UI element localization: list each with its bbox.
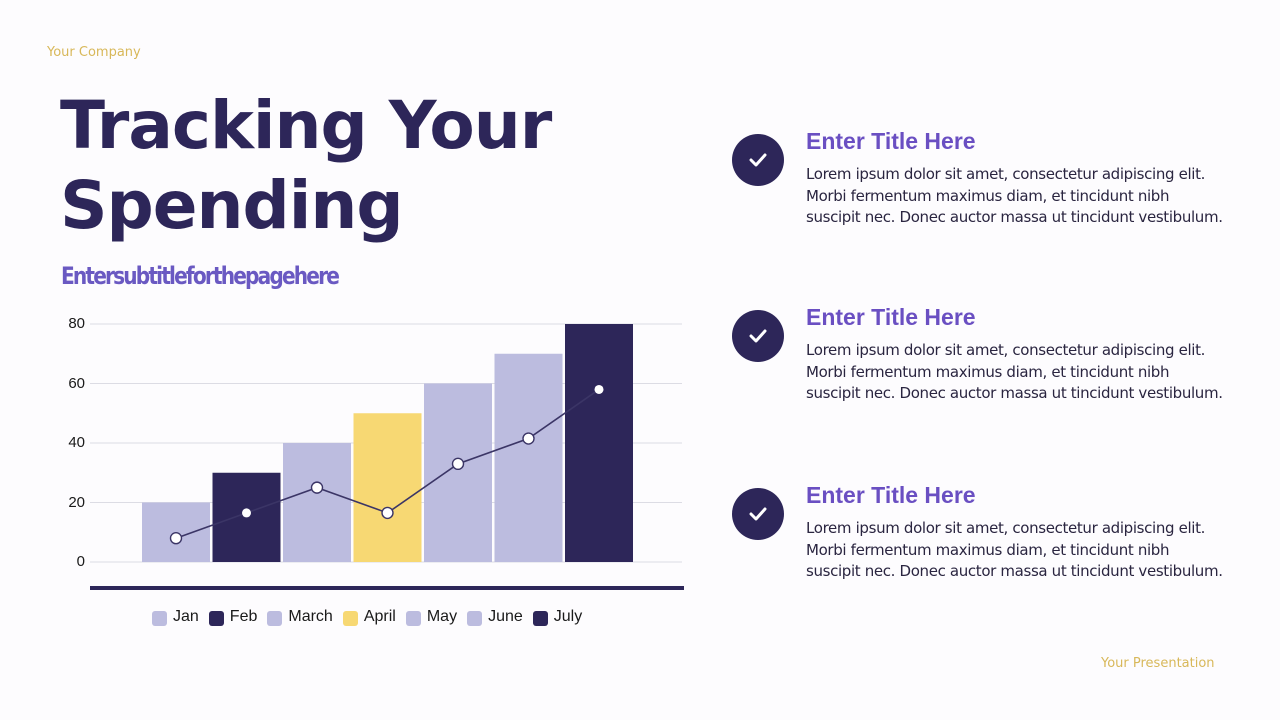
page-subtitle: Entersubtitleforthepagehere — [61, 262, 340, 290]
bar-may — [424, 383, 492, 562]
bar-july — [565, 324, 633, 562]
line-point — [522, 432, 535, 445]
line-point — [451, 457, 465, 471]
feature-title: Enter Title Here — [806, 128, 976, 154]
company-name: Your Company — [47, 45, 141, 60]
bar-march — [283, 443, 351, 562]
presentation-name: Your Presentation — [1101, 656, 1215, 671]
legend-swatch — [152, 611, 167, 626]
legend-label: Feb — [229, 608, 258, 625]
title-line-2: Spending — [60, 167, 404, 244]
y-tick-label: 20 — [68, 493, 85, 511]
legend-label: July — [553, 608, 583, 625]
line-point — [381, 506, 394, 520]
feature-body: Lorem ipsum dolor sit amet, consectetur … — [806, 341, 1223, 402]
legend-label: April — [363, 608, 396, 625]
legend-label: June — [488, 608, 523, 625]
check-icon — [732, 310, 784, 362]
feature-title: Enter Title Here — [806, 482, 976, 508]
spending-chart: 0 20 40 60 80 — [0, 300, 700, 640]
line-point — [310, 481, 324, 494]
legend-item: March — [267, 608, 333, 626]
legend-item: Jan — [152, 608, 199, 626]
legend-label: May — [426, 608, 458, 625]
y-tick-label: 0 — [76, 553, 85, 570]
check-icon — [732, 488, 784, 540]
legend-swatch — [267, 611, 283, 626]
bar-june — [494, 353, 563, 562]
legend-swatch — [208, 611, 224, 626]
y-tick-label: 40 — [68, 434, 85, 451]
page-title: Tracking Your Spending — [60, 86, 552, 246]
legend-item: June — [467, 608, 523, 626]
legend-swatch — [467, 611, 483, 626]
legend-item: Feb — [208, 608, 258, 626]
check-icon — [732, 134, 784, 186]
line-point — [242, 508, 251, 518]
legend-swatch — [405, 611, 421, 626]
legend-item: May — [405, 608, 458, 626]
feature-title: Enter Title Here — [806, 304, 976, 330]
feature-body: Lorem ipsum dolor sit amet, consectetur … — [806, 165, 1223, 226]
legend-label: Jan — [173, 608, 199, 625]
title-line-1: Tracking Your — [60, 87, 552, 164]
chart-plot-area — [90, 323, 684, 590]
legend-label: March — [288, 608, 333, 625]
y-tick-label: 60 — [68, 374, 85, 392]
legend-swatch — [532, 611, 548, 626]
bar-april — [353, 413, 422, 562]
feature-body: Lorem ipsum dolor sit amet, consectetur … — [806, 519, 1223, 580]
chart-legend: Jan Feb March April May June July — [152, 608, 592, 626]
legend-item: April — [342, 608, 396, 626]
line-point — [169, 531, 183, 545]
legend-item: July — [532, 608, 583, 626]
legend-swatch — [342, 611, 358, 626]
y-tick-label: 80 — [68, 315, 85, 332]
line-point — [594, 384, 604, 394]
